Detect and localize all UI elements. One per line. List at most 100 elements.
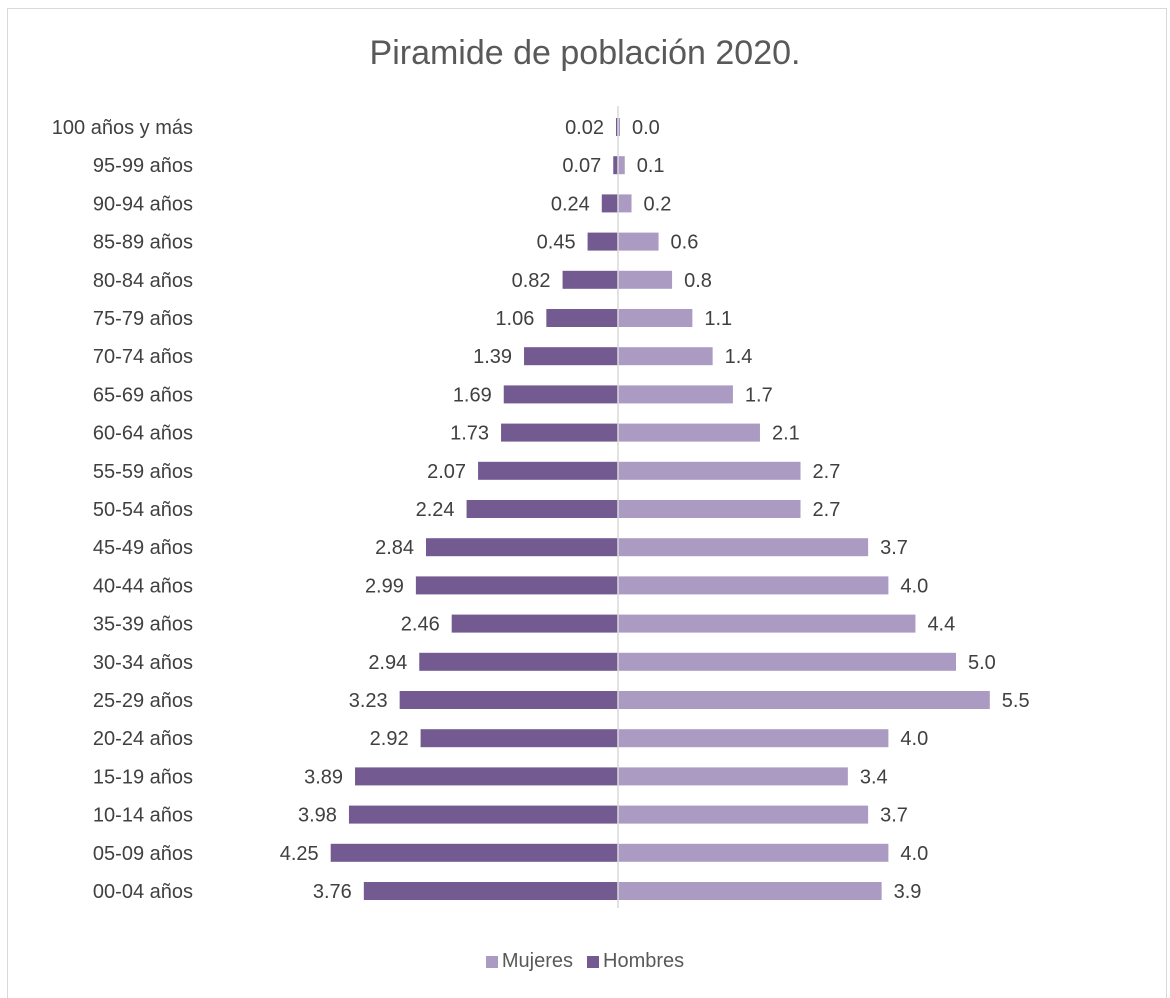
category-label: 25-29 años (93, 690, 193, 712)
bar-hombres (478, 461, 618, 480)
bar-hombres (426, 538, 618, 557)
chart-title: Piramide de población 2020. (369, 34, 801, 72)
data-label-mujeres: 1.7 (745, 384, 773, 406)
bar-mujeres (618, 461, 801, 480)
category-label: 10-14 años (93, 805, 193, 827)
data-label-hombres: 3.98 (298, 805, 337, 827)
bar-hombres (466, 500, 618, 518)
bar-mujeres (618, 423, 760, 442)
data-label-mujeres: 3.7 (880, 537, 908, 559)
bar-hombres (524, 347, 618, 366)
legend-swatch-hombres (587, 955, 599, 968)
legend-label-hombres: Hombres (603, 950, 685, 972)
bar-hombres (616, 118, 618, 136)
category-label: 20-24 años (93, 728, 193, 750)
bar-mujeres (618, 347, 713, 366)
bar-mujeres (618, 614, 916, 633)
category-label: 30-34 años (93, 652, 193, 674)
legend-item-mujeres: Mujeres (485, 950, 573, 973)
chart-legend: Mujeres Hombres (0, 950, 1170, 973)
data-label-mujeres: 3.7 (880, 805, 908, 827)
bar-mujeres (618, 118, 620, 136)
data-label-hombres: 3.23 (349, 690, 388, 712)
bar-mujeres (618, 767, 848, 786)
data-label-hombres: 0.02 (565, 117, 604, 139)
bar-mujeres (618, 691, 990, 709)
data-label-hombres: 3.89 (304, 766, 343, 788)
data-label-mujeres: 2.1 (772, 423, 800, 445)
data-label-mujeres: 0.1 (637, 155, 665, 177)
category-label: 50-54 años (93, 499, 193, 521)
category-label: 90-94 años (93, 193, 193, 215)
bar-mujeres (618, 385, 733, 404)
category-label: 65-69 años (93, 384, 193, 406)
data-label-hombres: 2.24 (416, 499, 455, 521)
data-label-mujeres: 2.7 (813, 461, 841, 483)
category-label: 95-99 años (93, 155, 193, 177)
bar-mujeres (618, 882, 882, 900)
data-label-mujeres: 0.2 (644, 193, 672, 215)
data-label-hombres: 2.94 (368, 652, 407, 674)
legend-swatch-mujeres (485, 955, 498, 968)
category-label: 15-19 años (93, 766, 193, 788)
bar-hombres (562, 270, 618, 289)
bar-hombres (330, 843, 618, 862)
bar-hombres (363, 882, 618, 900)
bar-mujeres (618, 232, 659, 251)
bar-mujeres (618, 500, 801, 518)
bar-hombres (546, 309, 618, 327)
data-label-hombres: 2.46 (401, 614, 440, 636)
category-label: 35-39 años (93, 614, 193, 636)
bar-mujeres (618, 309, 693, 327)
data-label-hombres: 0.07 (562, 155, 601, 177)
category-label: 60-64 años (93, 423, 193, 445)
data-label-hombres: 4.25 (280, 843, 319, 865)
data-label-hombres: 1.69 (453, 384, 492, 406)
data-label-mujeres: 2.7 (813, 499, 841, 521)
data-label-mujeres: 0.0 (632, 117, 660, 139)
category-label: 45-49 años (93, 537, 193, 559)
data-label-hombres: 1.73 (450, 423, 489, 445)
data-label-mujeres: 4.0 (900, 843, 928, 865)
category-label: 85-89 años (93, 232, 193, 254)
bar-mujeres (618, 729, 889, 748)
chart-frame (7, 8, 1167, 998)
data-label-hombres: 2.84 (375, 537, 414, 559)
category-label: 05-09 años (93, 843, 193, 865)
bar-hombres (587, 232, 618, 251)
data-label-hombres: 2.07 (427, 461, 466, 483)
data-label-mujeres: 1.4 (725, 346, 753, 368)
category-label: 75-79 años (93, 308, 193, 330)
legend-label-mujeres: Mujeres (501, 950, 573, 972)
bar-mujeres (618, 538, 869, 557)
category-label: 40-44 años (93, 575, 193, 597)
data-label-hombres: 0.82 (512, 270, 551, 292)
data-label-hombres: 3.76 (313, 881, 352, 903)
bar-mujeres (618, 156, 625, 175)
bar-mujeres (618, 805, 869, 824)
data-label-mujeres: 0.8 (684, 270, 712, 292)
bar-hombres (348, 805, 618, 824)
bar-hombres (501, 423, 618, 442)
data-label-mujeres: 5.5 (1002, 690, 1030, 712)
bar-mujeres (618, 576, 889, 595)
bar-hombres (419, 652, 618, 671)
bar-hombres (420, 729, 618, 748)
data-label-mujeres: 0.6 (671, 232, 699, 254)
data-label-mujeres: 4.0 (900, 728, 928, 750)
bar-hombres (613, 156, 618, 175)
bar-hombres (601, 194, 618, 213)
data-label-mujeres: 3.9 (894, 881, 922, 903)
bar-hombres (415, 576, 618, 595)
legend-item-hombres: Hombres (587, 950, 684, 973)
data-label-hombres: 1.06 (495, 308, 534, 330)
data-label-mujeres: 1.1 (704, 308, 732, 330)
data-label-hombres: 2.99 (365, 575, 404, 597)
category-label: 100 años y más (52, 117, 193, 139)
data-label-hombres: 0.45 (537, 232, 576, 254)
data-label-mujeres: 5.0 (968, 652, 996, 674)
category-label: 00-04 años (93, 881, 193, 903)
data-label-hombres: 0.24 (551, 193, 590, 215)
category-label: 80-84 años (93, 270, 193, 292)
data-label-mujeres: 4.4 (927, 614, 955, 636)
